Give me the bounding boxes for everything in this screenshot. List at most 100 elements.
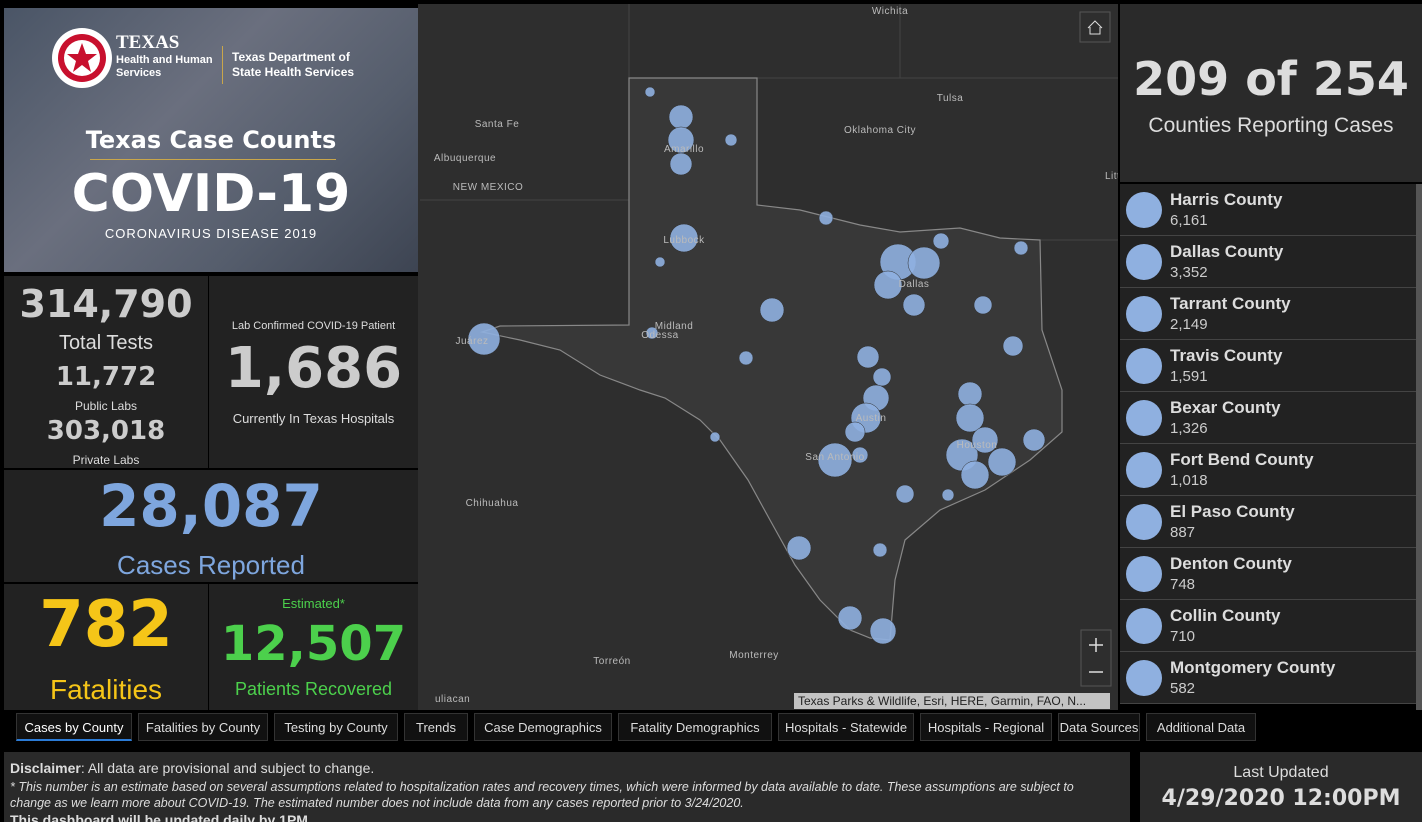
tab[interactable]: Hospitals - Statewide (778, 713, 914, 741)
dshs-name: Texas Department of State Health Service… (232, 50, 355, 79)
county-count: 2,149 (1170, 316, 1208, 333)
county-row[interactable]: Travis County 1,591 (1120, 340, 1416, 392)
county-count: 1,326 (1170, 420, 1208, 437)
private-labs-label: Private Labs (72, 453, 140, 467)
scrollbar (1416, 184, 1422, 710)
recovered-label: Patients Recovered (234, 679, 393, 699)
county-dot (1126, 296, 1162, 332)
county-name: Montgomery County (1170, 658, 1336, 677)
tab[interactable]: Testing by County (274, 713, 398, 741)
header-banner: TEXAS Health and Human Services Texas De… (4, 8, 418, 272)
logo-sub: Health and Human Services (116, 54, 213, 79)
note: * This number is an estimate based on se… (10, 780, 1074, 810)
county-row[interactable]: Harris County 6,161 (1120, 184, 1416, 236)
total-tests-label: Total Tests (58, 332, 154, 354)
county-count: 1,591 (1170, 368, 1208, 385)
map-label: Monterrey (729, 650, 779, 661)
county-dot (1126, 504, 1162, 540)
map[interactable]: Wichita Tulsa Santa Fe Albuquerque NEW MEXIC… (418, 4, 1118, 710)
map-label: Midland (655, 321, 694, 332)
map-label: Tulsa (937, 93, 964, 104)
county-count: 1,018 (1170, 472, 1208, 489)
map-label: Juárez (455, 336, 488, 347)
tab[interactable]: Hospitals - Regional (920, 713, 1052, 741)
private-labs: 303,018 (46, 416, 166, 446)
tab[interactable]: Additional Data (1146, 713, 1256, 741)
banner-title: Texas Case Counts (85, 126, 337, 154)
county-dot (1126, 452, 1162, 488)
county-row[interactable]: Tarrant County 2,149 (1120, 288, 1416, 340)
map-label: Little (1105, 171, 1118, 182)
county-count: 582 (1170, 680, 1196, 697)
cases-panel: 28,087 Cases Reported (4, 470, 418, 582)
counties-summary: 209 of 254 Counties Reporting Cases (1120, 4, 1422, 182)
county-row[interactable]: Dallas County 3,352 (1120, 236, 1416, 288)
disclaimer-label: Disclaimer (10, 760, 81, 776)
disclaimer-line: Disclaimer: All data are provisional and… (10, 760, 375, 776)
cases-label: Cases Reported (117, 550, 305, 580)
county-name: Fort Bend County (1170, 450, 1314, 469)
fatalities-panel: 782 Fatalities (4, 584, 208, 710)
map-labels: Wichita Tulsa Santa Fe Albuquerque NEW MEXIC… (434, 6, 1118, 705)
home-button[interactable] (1079, 11, 1111, 43)
hosp-caption: Lab Confirmed COVID-19 Patient (231, 320, 396, 332)
disclaimer: All data are provisional and subject to … (87, 760, 375, 776)
hosp-label: Currently In Texas Hospitals (232, 411, 395, 426)
county-count: 748 (1170, 576, 1196, 593)
tab[interactable]: Fatalities by County (138, 713, 268, 741)
rule (90, 159, 336, 160)
tests-panel: 314,790 Total Tests 11,772 Public Labs 3… (4, 276, 208, 468)
last-updated: 4/29/2020 12:00PM (1161, 786, 1401, 811)
hosp-panel: Lab Confirmed COVID-19 Patient 1,686 Cur… (209, 276, 418, 468)
county-name: Denton County (1170, 554, 1292, 573)
county-name: Bexar County (1170, 398, 1281, 417)
recovered: 12,507 (220, 616, 407, 672)
map-label: Austin (856, 413, 887, 424)
map-label: Wichita (872, 6, 908, 17)
county-dot (1126, 660, 1162, 696)
county-row[interactable]: Collin County 710 (1120, 600, 1416, 652)
tab[interactable]: Fatality Demographics (618, 713, 772, 741)
county-count: 6,161 (1170, 212, 1208, 229)
map-label: Houston (957, 440, 998, 451)
county-dot (1126, 348, 1162, 384)
county-row[interactable]: Fort Bend County 1,018 (1120, 444, 1416, 496)
hospitalized: 1,686 (224, 336, 403, 401)
map-label: Santa Fe (475, 119, 520, 130)
map-label: Odessa (641, 330, 678, 341)
seal-logo (52, 28, 112, 88)
county-row[interactable]: El Paso County 887 (1120, 496, 1416, 548)
tab[interactable]: Data Sources (1058, 713, 1140, 741)
covid-title: COVID-19 (71, 164, 351, 224)
county-row[interactable]: Denton County 748 (1120, 548, 1416, 600)
map-label: Dallas (899, 279, 930, 290)
banner-subtitle: CORONAVIRUS DISEASE 2019 (104, 226, 318, 241)
county-dot (1126, 244, 1162, 280)
fatalities-label: Fatalities (49, 674, 163, 705)
county-count: 3,352 (1170, 264, 1208, 281)
state-borders (420, 4, 1118, 241)
logo-title: TEXAS (116, 32, 180, 53)
county-row[interactable]: Montgomery County 582 (1120, 652, 1416, 704)
county-row[interactable]: Bexar County 1,326 (1120, 392, 1416, 444)
county-dot (1126, 608, 1162, 644)
county-dot (1126, 556, 1162, 592)
map-label: Chihuahua (466, 498, 519, 509)
map-label: San Antonio (805, 452, 864, 463)
county-name: Tarrant County (1170, 294, 1291, 313)
map-label: Amarillo (664, 144, 704, 155)
map-label: uliacan (435, 694, 470, 705)
tab[interactable]: Case Demographics (474, 713, 612, 741)
recovered-panel: Estimated* 12,507 Patients Recovered (209, 584, 418, 710)
tab[interactable]: Trends (404, 713, 468, 741)
county-bubbles (467, 86, 1046, 645)
update-note: This dashboard will be updated daily by … (10, 812, 308, 822)
county-name: Travis County (1170, 346, 1283, 365)
disclaimer-box: Disclaimer: All data are provisional and… (4, 752, 1130, 822)
total-tests: 314,790 (19, 282, 193, 326)
county-dot (1126, 192, 1162, 228)
cases: 28,087 (99, 472, 323, 540)
tab[interactable]: Cases by County (16, 713, 132, 741)
public-labs: 11,772 (55, 362, 157, 392)
